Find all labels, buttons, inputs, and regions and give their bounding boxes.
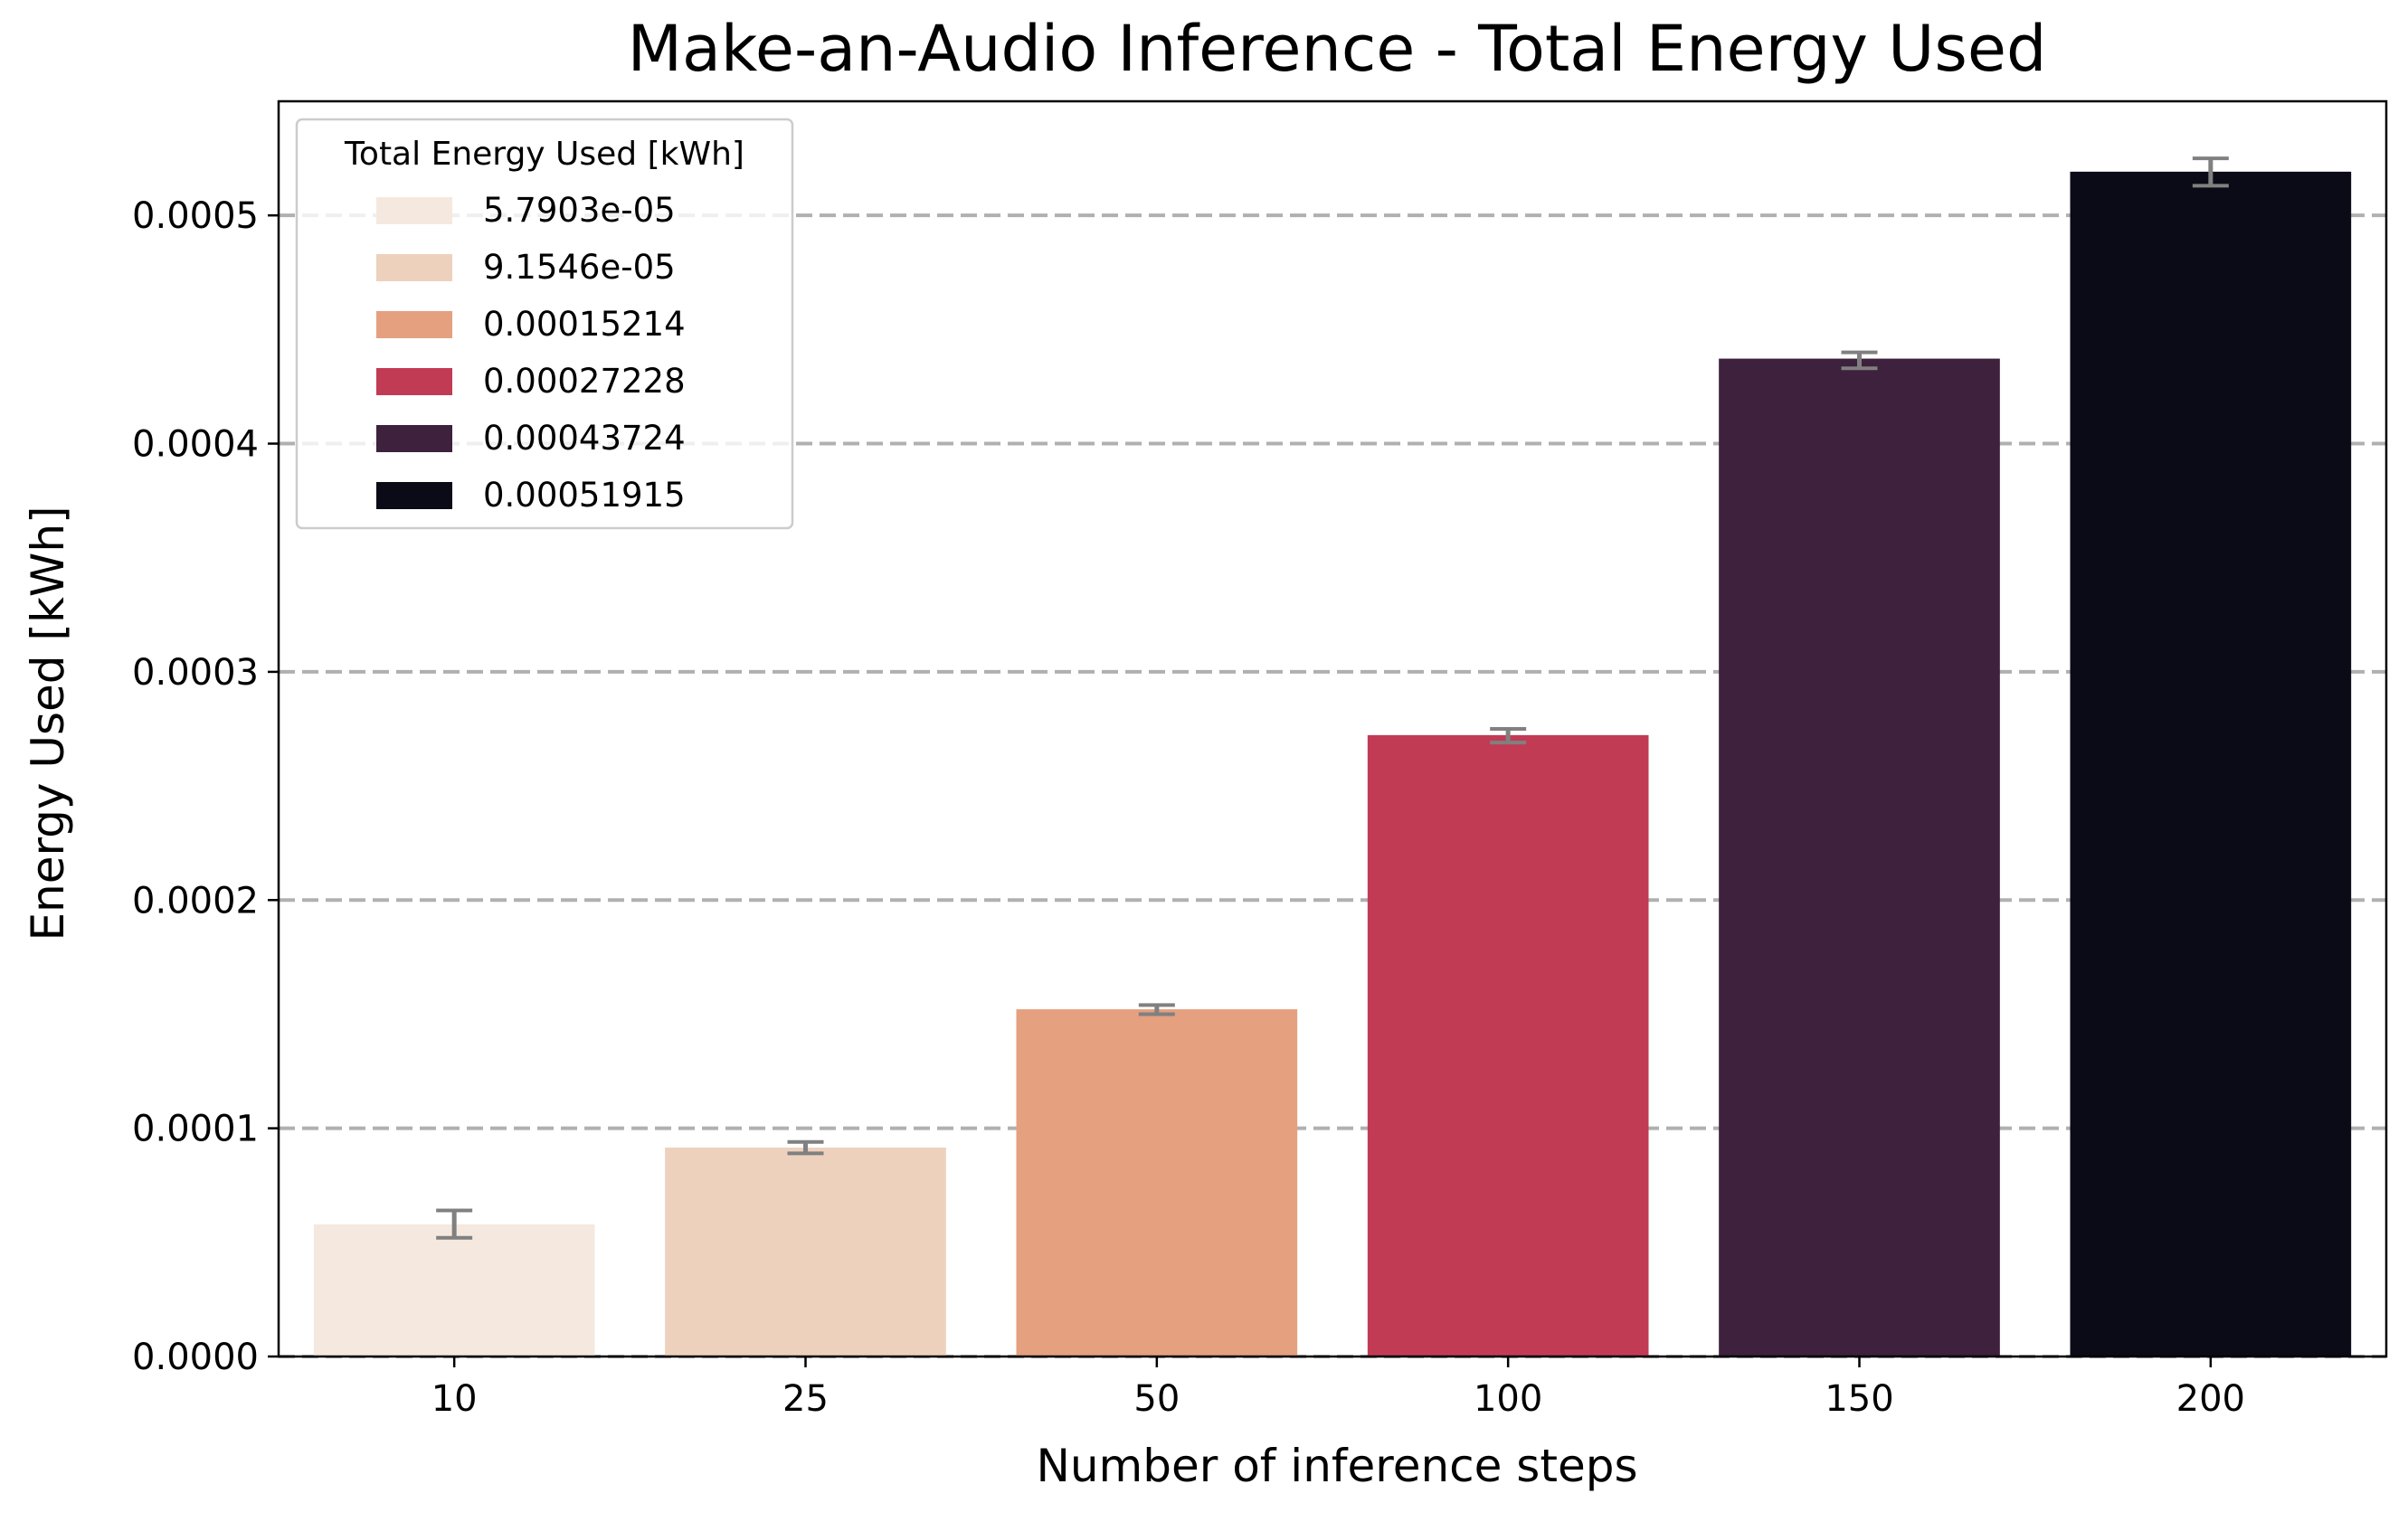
error-bar (787, 1139, 824, 1156)
legend-item: 0.00027228 (376, 362, 686, 401)
legend-swatch (376, 368, 452, 395)
legend-item: 0.00051915 (376, 476, 686, 515)
legend-label: 0.00043724 (483, 419, 686, 458)
legend-swatch (376, 482, 452, 509)
bar (1367, 734, 1649, 1357)
y-axis-label: Energy Used [kWh] (22, 506, 74, 941)
legend-title: Total Energy Used [kWh] (344, 136, 744, 173)
legend-item: 9.1546e-05 (376, 248, 676, 287)
y-tick-label: 0.0001 (132, 1109, 259, 1150)
x-tick-label: 10 (431, 1378, 478, 1420)
x-axis-ticks: 10 25 50 100 150 200 (431, 1357, 2245, 1420)
legend-label: 9.1546e-05 (483, 248, 676, 287)
bar (665, 1147, 946, 1357)
error-bar (1841, 350, 1878, 371)
legend-label: 0.00015214 (483, 305, 686, 344)
x-tick-label: 25 (782, 1378, 829, 1420)
legend-label: 0.00051915 (483, 476, 686, 515)
legend-items: 5.7903e-05 9.1546e-05 0.00015214 0.00027228… (376, 191, 686, 515)
error-bar (1490, 727, 1527, 745)
bar (1719, 358, 2000, 1357)
legend-item: 5.7903e-05 (376, 191, 676, 230)
bar (313, 1224, 595, 1357)
legend-swatch (376, 311, 452, 338)
legend: Total Energy Used [kWh] 5.7903e-05 9.1546… (295, 118, 794, 530)
legend-item: 0.00043724 (376, 419, 686, 458)
x-tick-label: 100 (1474, 1378, 1542, 1420)
plot-frame (277, 99, 2388, 1358)
error-bar (1138, 1003, 1175, 1016)
legend-swatch (376, 254, 452, 281)
y-tick-label: 0.0004 (132, 424, 259, 466)
legend-item: 0.00015214 (376, 305, 686, 344)
legend-label: 5.7903e-05 (483, 191, 676, 230)
y-axis-ticks: 0.0000 0.0001 0.0002 0.0003 0.0004 0.0005 (132, 195, 279, 1378)
x-tick-label: 150 (1825, 1378, 1893, 1420)
bar (1016, 1009, 1298, 1357)
bar (2070, 171, 2352, 1357)
x-tick-label: 200 (2176, 1378, 2245, 1420)
y-tick-label: 0.0005 (132, 195, 259, 237)
x-tick-label: 50 (1133, 1378, 1180, 1420)
error-bar (2192, 156, 2229, 188)
legend-swatch (376, 425, 452, 452)
bars (313, 171, 2352, 1357)
error-bars (436, 156, 2229, 1240)
chart-title: Make-an-Audio Inference - Total Energy U… (628, 12, 2047, 86)
legend-label: 0.00027228 (483, 362, 686, 401)
y-tick-label: 0.0002 (132, 880, 259, 922)
x-axis-label: Number of inference steps (1036, 1440, 1637, 1492)
y-tick-label: 0.0000 (132, 1337, 259, 1378)
legend-swatch (376, 197, 452, 224)
error-bar (436, 1208, 473, 1240)
y-tick-label: 0.0003 (132, 652, 259, 694)
